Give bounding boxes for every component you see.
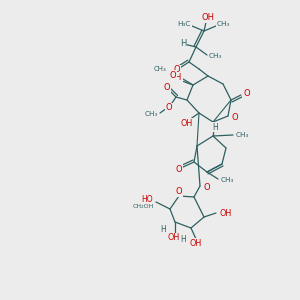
Text: CH₃: CH₃ — [153, 66, 166, 72]
Text: O: O — [232, 112, 238, 122]
Text: OH: OH — [170, 73, 182, 82]
Text: O: O — [164, 83, 170, 92]
Text: H: H — [212, 122, 218, 131]
Text: O: O — [170, 70, 176, 80]
Text: O: O — [176, 188, 182, 196]
Text: O: O — [176, 164, 182, 173]
Text: O: O — [204, 182, 211, 191]
Text: CH₃: CH₃ — [145, 111, 158, 117]
Text: CH₃: CH₃ — [236, 132, 249, 138]
Text: H₃C: H₃C — [178, 21, 191, 27]
Text: H: H — [180, 40, 186, 49]
Text: OH: OH — [202, 14, 214, 22]
Text: CH₃: CH₃ — [209, 53, 222, 59]
Text: OH: OH — [168, 233, 180, 242]
Text: O: O — [243, 89, 250, 98]
Text: CH₃: CH₃ — [217, 21, 230, 27]
Text: H: H — [180, 235, 186, 244]
Text: CH₂OH: CH₂OH — [133, 205, 154, 209]
Text: OH: OH — [190, 238, 202, 247]
Text: CH₃: CH₃ — [221, 177, 234, 183]
Text: O: O — [174, 65, 180, 74]
Text: H: H — [160, 224, 166, 233]
Text: OH: OH — [219, 208, 231, 217]
Text: HO: HO — [141, 196, 153, 205]
Text: OH: OH — [181, 118, 193, 127]
Text: O: O — [166, 103, 172, 112]
